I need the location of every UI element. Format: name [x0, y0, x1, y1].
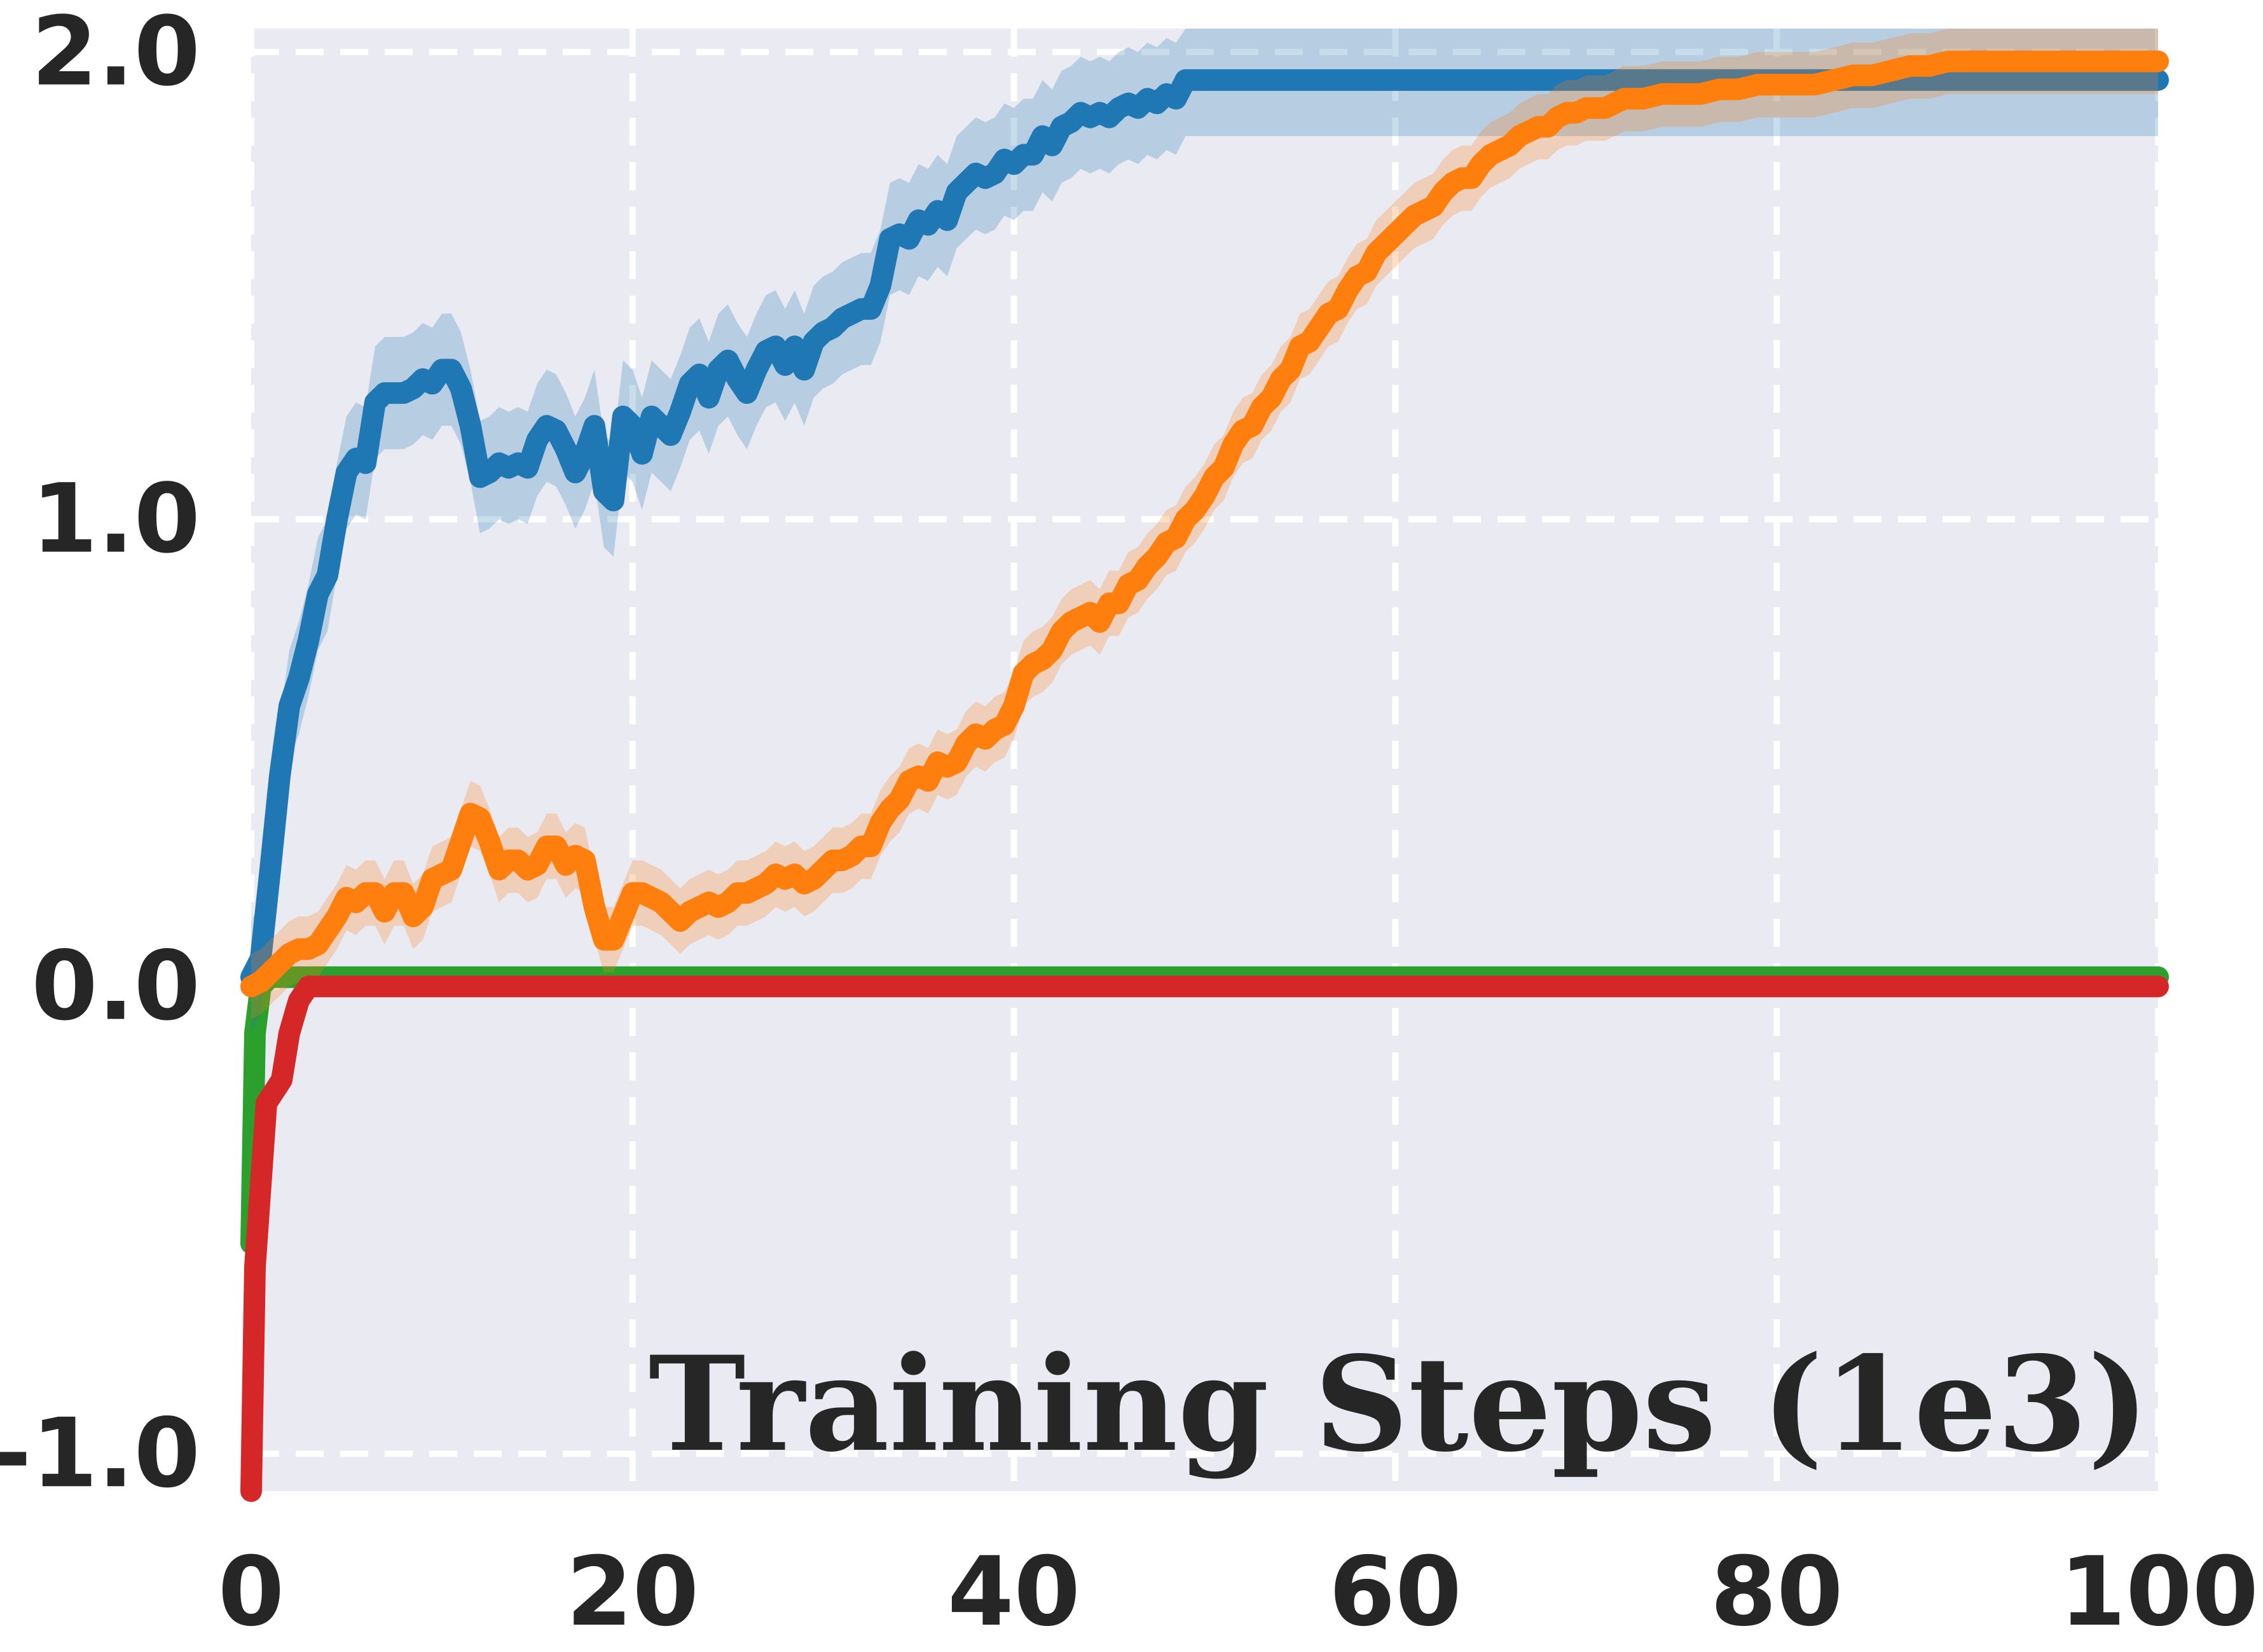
- y-tick-label: 1.0: [31, 464, 200, 575]
- y-tick-label: -1.0: [0, 1398, 200, 1509]
- grid: [248, 29, 2161, 1491]
- series-1-line: [240, 50, 2169, 998]
- x-tick-label: 0: [218, 1537, 284, 1648]
- x-axis-label: Training Steps (1e3): [649, 1328, 2149, 1481]
- series-0-line: [240, 69, 2169, 988]
- x-axis-ticks: 0 20 40 60 80 100: [218, 1537, 2259, 1648]
- x-tick-label: 60: [1329, 1537, 1462, 1648]
- series-0-confidence-band: [251, 29, 2158, 1033]
- y-tick-label: 2.0: [31, 0, 200, 107]
- series-3-line: [240, 975, 2169, 1502]
- plot-background: [251, 29, 2158, 1491]
- x-tick-label: 40: [947, 1537, 1080, 1648]
- y-axis-ticks: -1.0 0.0 1.0 2.0: [0, 0, 200, 1509]
- series-1-confidence-band: [251, 29, 2158, 1019]
- series-group: [240, 29, 2169, 1502]
- x-tick-label: 100: [2060, 1537, 2259, 1648]
- x-tick-label: 80: [1710, 1537, 1843, 1648]
- y-tick-label: 0.0: [31, 931, 200, 1042]
- x-tick-label: 20: [566, 1537, 699, 1648]
